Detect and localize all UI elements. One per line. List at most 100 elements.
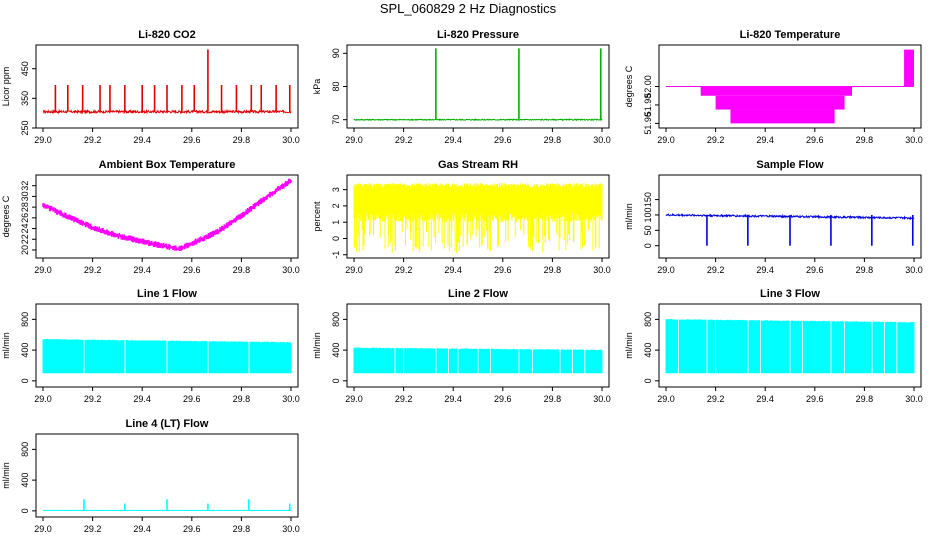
x-tick-label: 29.2 bbox=[84, 265, 102, 275]
x-tick-label: 29.2 bbox=[395, 394, 413, 404]
x-tick-label: 29.2 bbox=[395, 265, 413, 275]
y-axis-label: ml/min bbox=[1, 332, 11, 359]
x-tick-label: 29.0 bbox=[34, 524, 52, 534]
y-axis-label: ml/min bbox=[624, 332, 634, 359]
panel-1: Li-820 Pressure kPa 29.0 29.2 29.4 29.6 29.8 30… bbox=[312, 29, 611, 145]
y-axis-label: percent bbox=[312, 201, 322, 232]
panel-title: Li-820 Pressure bbox=[437, 29, 519, 41]
plot-area bbox=[665, 319, 915, 374]
y-tick-label: 100 bbox=[643, 207, 653, 222]
x-tick-label: 29.2 bbox=[84, 524, 102, 534]
y-tick-label: 0 bbox=[20, 378, 30, 383]
series-line bbox=[42, 108, 292, 115]
x-tick-label: 29.6 bbox=[183, 135, 201, 145]
y-tick-label: 0 bbox=[20, 508, 30, 513]
x-tick-label: 29.0 bbox=[345, 135, 363, 145]
x-tick-label: 29.8 bbox=[233, 394, 251, 404]
panel-title: Line 4 (LT) Flow bbox=[126, 418, 209, 430]
plot-area bbox=[42, 49, 292, 115]
plot-area bbox=[665, 213, 915, 246]
x-tick-label: 29.4 bbox=[444, 135, 462, 145]
y-tick-label: 400 bbox=[643, 343, 653, 358]
page-title: SPL_060829 2 Hz Diagnostics bbox=[379, 1, 557, 16]
y-tick-label: 450 bbox=[20, 61, 30, 76]
x-tick-label: 29.0 bbox=[34, 265, 52, 275]
x-tick-label: 29.8 bbox=[544, 394, 562, 404]
x-tick-label: 29.8 bbox=[856, 135, 874, 145]
y-axis-label: ml/min bbox=[312, 332, 322, 359]
x-tick-label: 29.2 bbox=[707, 135, 725, 145]
y-tick-label: 32 bbox=[20, 181, 30, 191]
x-tick-label: 29.6 bbox=[183, 524, 201, 534]
y-tick-label: 1 bbox=[331, 220, 341, 225]
y-tick-label: 80 bbox=[331, 81, 341, 91]
panel-title: Gas Stream RH bbox=[438, 159, 518, 171]
x-tick-label: 29.8 bbox=[233, 524, 251, 534]
y-tick-label: -1 bbox=[331, 251, 341, 259]
plot-frame bbox=[35, 44, 299, 129]
x-tick-label: 29.6 bbox=[183, 394, 201, 404]
panel-title: Line 1 Flow bbox=[137, 288, 197, 300]
y-tick-label: 0 bbox=[331, 378, 341, 383]
plot-frame bbox=[346, 174, 610, 259]
plot-area bbox=[42, 178, 292, 251]
plot-frame bbox=[35, 174, 299, 259]
y-tick-label: 400 bbox=[20, 473, 30, 488]
x-tick-label: 29.2 bbox=[84, 135, 102, 145]
x-tick-label: 30.0 bbox=[905, 394, 923, 404]
panel-title: Ambient Box Temperature bbox=[99, 159, 236, 171]
x-tick-label: 29.4 bbox=[756, 394, 774, 404]
x-tick-label: 29.6 bbox=[183, 265, 201, 275]
x-tick-label: 29.8 bbox=[233, 135, 251, 145]
y-tick-label: 800 bbox=[20, 312, 30, 327]
plot-area bbox=[353, 347, 603, 374]
x-tick-label: 29.0 bbox=[345, 394, 363, 404]
panel-8: Line 3 Flow ml/min 29.0 29.2 29.4 29.6 29.8 30.… bbox=[624, 288, 923, 404]
x-tick-label: 29.6 bbox=[494, 135, 512, 145]
x-tick-label: 29.8 bbox=[233, 265, 251, 275]
y-tick-label: 90 bbox=[331, 48, 341, 58]
y-tick-label: 24 bbox=[20, 224, 30, 234]
x-tick-label: 30.0 bbox=[282, 524, 300, 534]
x-tick-label: 29.8 bbox=[544, 265, 562, 275]
panel-7: Line 2 Flow ml/min 29.0 29.2 29.4 29.6 29.8 30.… bbox=[312, 288, 611, 404]
y-tick-label: 800 bbox=[643, 312, 653, 327]
y-axis-label: Licor ppm bbox=[1, 67, 11, 107]
y-tick-label: 51.98 bbox=[643, 94, 653, 117]
y-tick-label: 22 bbox=[20, 234, 30, 244]
x-tick-label: 29.0 bbox=[657, 265, 675, 275]
y-axis-label: degrees C bbox=[1, 195, 11, 237]
plot-area bbox=[43, 499, 292, 512]
x-tick-label: 29.4 bbox=[133, 135, 151, 145]
y-tick-label: 28 bbox=[20, 202, 30, 212]
x-tick-label: 29.0 bbox=[34, 135, 52, 145]
y-tick-label: 30 bbox=[20, 191, 30, 201]
y-tick-label: 800 bbox=[331, 312, 341, 327]
x-tick-label: 29.0 bbox=[657, 135, 675, 145]
y-tick-label: 400 bbox=[20, 343, 30, 358]
x-tick-label: 29.4 bbox=[133, 394, 151, 404]
plot-area bbox=[353, 183, 603, 253]
x-tick-label: 29.6 bbox=[806, 394, 824, 404]
x-tick-label: 29.4 bbox=[444, 265, 462, 275]
panel-title: Line 2 Flow bbox=[448, 288, 508, 300]
panel-4: Gas Stream RH percent 29.0 29.2 29.4 29.6 29.8… bbox=[312, 159, 611, 275]
x-tick-label: 29.2 bbox=[395, 135, 413, 145]
panel-title: Sample Flow bbox=[756, 159, 824, 171]
plot-frame bbox=[35, 433, 299, 518]
x-tick-label: 30.0 bbox=[282, 394, 300, 404]
x-tick-label: 29.2 bbox=[707, 394, 725, 404]
x-tick-label: 29.0 bbox=[345, 265, 363, 275]
x-tick-label: 30.0 bbox=[593, 394, 611, 404]
y-tick-label: 250 bbox=[20, 120, 30, 135]
y-tick-label: 26 bbox=[20, 213, 30, 223]
x-tick-label: 29.0 bbox=[657, 394, 675, 404]
plot-area bbox=[353, 48, 603, 122]
x-tick-label: 29.8 bbox=[544, 135, 562, 145]
y-tick-label: 20 bbox=[20, 245, 30, 255]
y-axis-label: ml/min bbox=[1, 462, 11, 489]
x-tick-label: 30.0 bbox=[905, 265, 923, 275]
x-tick-label: 30.0 bbox=[593, 135, 611, 145]
x-tick-label: 30.0 bbox=[593, 265, 611, 275]
y-tick-label: 70 bbox=[331, 115, 341, 125]
